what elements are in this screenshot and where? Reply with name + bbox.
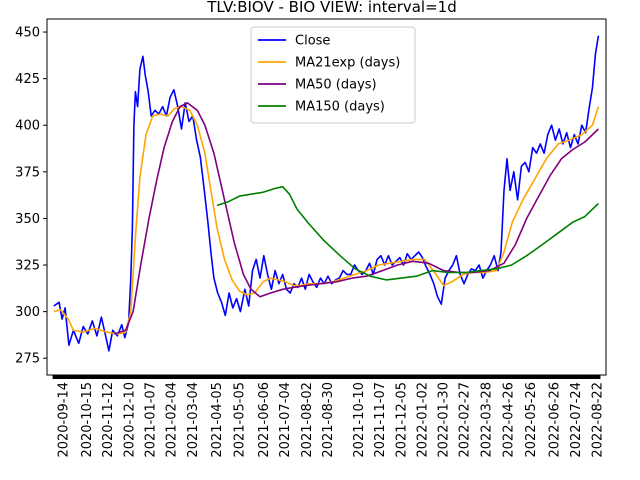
x-tick-label: 2022-08-22 — [591, 382, 606, 458]
x-tick-label: 2021-10-10 — [352, 382, 367, 458]
x-tick-label: 2022-02-27 — [458, 382, 473, 458]
x-tick-label: 2021-05-05 — [233, 382, 248, 458]
x-tick-label: 2020-10-15 — [80, 382, 95, 458]
y-tick-label: 350 — [15, 212, 40, 227]
x-tick-label: 2022-04-26 — [502, 382, 517, 458]
x-tick-label: 2022-01-02 — [415, 382, 430, 458]
x-tick-label: 2021-08-02 — [300, 382, 315, 458]
series-line-ma21exp — [53, 105, 600, 335]
chart-title: TLV:BIOV - BIO VIEW: interval=1d — [206, 0, 456, 16]
legend-label: MA150 (days) — [295, 100, 385, 115]
x-tick-label: 2020-09-14 — [57, 382, 72, 458]
y-tick-label: 275 — [15, 352, 40, 367]
x-tick-label: 2021-03-04 — [186, 382, 201, 458]
x-tick-label: 2022-06-26 — [548, 382, 563, 458]
series-layer — [53, 35, 600, 352]
y-tick-label: 400 — [15, 119, 40, 134]
x-tick-label: 2021-02-04 — [165, 382, 180, 458]
x-axis: 2020-09-14 2020-10-15 2020-11-12 2020-12-10… — [52, 375, 606, 458]
x-tick-label: 2022-03-28 — [480, 382, 495, 458]
x-tick-label: 2020-11-12 — [101, 382, 116, 458]
x-tick-label: 2022-07-24 — [569, 382, 584, 458]
x-tick-label: 2021-12-05 — [394, 382, 409, 458]
y-tick-label: 375 — [15, 165, 40, 180]
x-tick-label: 2021-04-05 — [210, 382, 225, 458]
legend: Close MA21exp (days) MA50 (days) MA150 (day… — [250, 26, 416, 124]
x-tick-label: 2021-08-30 — [321, 382, 336, 458]
x-tick-label: 2021-01-07 — [144, 382, 159, 458]
y-tick-label: 450 — [15, 26, 40, 41]
series-line-ma150 — [216, 185, 599, 281]
legend-label: Close — [295, 34, 330, 49]
x-tick-label: 2020-12-10 — [122, 382, 137, 458]
x-tick-label: 2021-11-07 — [373, 382, 388, 458]
x-tick-label: 2022-05-26 — [524, 382, 539, 458]
x-tick-label: 2021-07-04 — [278, 382, 293, 458]
legend-label: MA50 (days) — [295, 78, 377, 93]
x-daily-ticks — [52, 375, 601, 379]
y-tick-label: 300 — [15, 305, 40, 320]
series-line-ma50 — [113, 102, 599, 335]
y-tick-label: 425 — [15, 72, 40, 87]
x-tick-label: 2021-06-06 — [257, 382, 272, 458]
y-axis: 275 300 325 350 375 400 425 450 — [15, 26, 47, 367]
y-tick-label: 325 — [15, 259, 40, 274]
legend-box — [250, 26, 416, 124]
x-tick-label: 2022-01-30 — [437, 382, 452, 458]
legend-label: MA21exp (days) — [295, 56, 400, 71]
